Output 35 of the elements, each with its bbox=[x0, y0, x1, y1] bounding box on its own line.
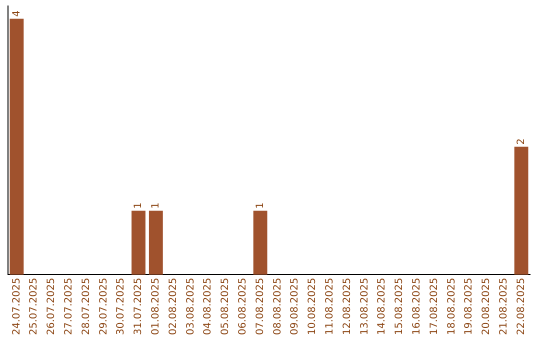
x-tick-label: 22.08.2025 bbox=[516, 278, 527, 336]
x-tick-label: 17.08.2025 bbox=[428, 278, 440, 336]
x-tick-label: 31.07.2025 bbox=[133, 278, 144, 336]
x-tick-label: 04.08.2025 bbox=[202, 278, 214, 336]
x-tick-label: 07.08.2025 bbox=[254, 278, 266, 336]
x-tick-label: 14.08.2025 bbox=[376, 278, 388, 336]
x-tick-label: 29.07.2025 bbox=[98, 278, 110, 336]
data-label: 4 bbox=[11, 10, 22, 17]
data-label: 1 bbox=[133, 202, 144, 209]
x-tick-label: 11.08.2025 bbox=[324, 278, 336, 336]
x-tick-label: 12.08.2025 bbox=[342, 278, 353, 336]
x-tick-label: 26.07.2025 bbox=[46, 278, 58, 336]
x-tick-label: 20.08.2025 bbox=[481, 278, 492, 336]
x-tick-label: 02.08.2025 bbox=[168, 278, 179, 336]
x-tick-label: 16.08.2025 bbox=[411, 278, 422, 336]
x-tick-label: 27.07.2025 bbox=[63, 278, 74, 336]
data-label: 1 bbox=[150, 202, 162, 209]
data-label: 2 bbox=[516, 138, 527, 145]
x-tick-label: 05.08.2025 bbox=[220, 278, 232, 336]
x-tick-label: 08.08.2025 bbox=[272, 278, 284, 336]
x-tick-label: 19.08.2025 bbox=[464, 278, 475, 336]
x-tick-label: 01.08.2025 bbox=[150, 278, 162, 336]
x-tick-label: 28.07.2025 bbox=[80, 278, 92, 336]
data-label: 1 bbox=[254, 202, 266, 209]
x-tick-label: 06.08.2025 bbox=[237, 278, 248, 336]
x-tick-label: 09.08.2025 bbox=[290, 278, 301, 336]
x-tick-label: 10.08.2025 bbox=[307, 278, 318, 336]
x-tick-label: 18.08.2025 bbox=[446, 278, 458, 336]
x-tick-label: 13.08.2025 bbox=[359, 278, 370, 336]
x-tick-label: 25.07.2025 bbox=[28, 278, 40, 336]
x-tick-label: 21.08.2025 bbox=[498, 278, 510, 336]
x-tick-label: 24.07.2025 bbox=[11, 278, 22, 336]
x-tick-label: 03.08.2025 bbox=[185, 278, 196, 336]
x-tick-label: 30.07.2025 bbox=[116, 278, 127, 336]
x-tick-label: 15.08.2025 bbox=[394, 278, 406, 336]
